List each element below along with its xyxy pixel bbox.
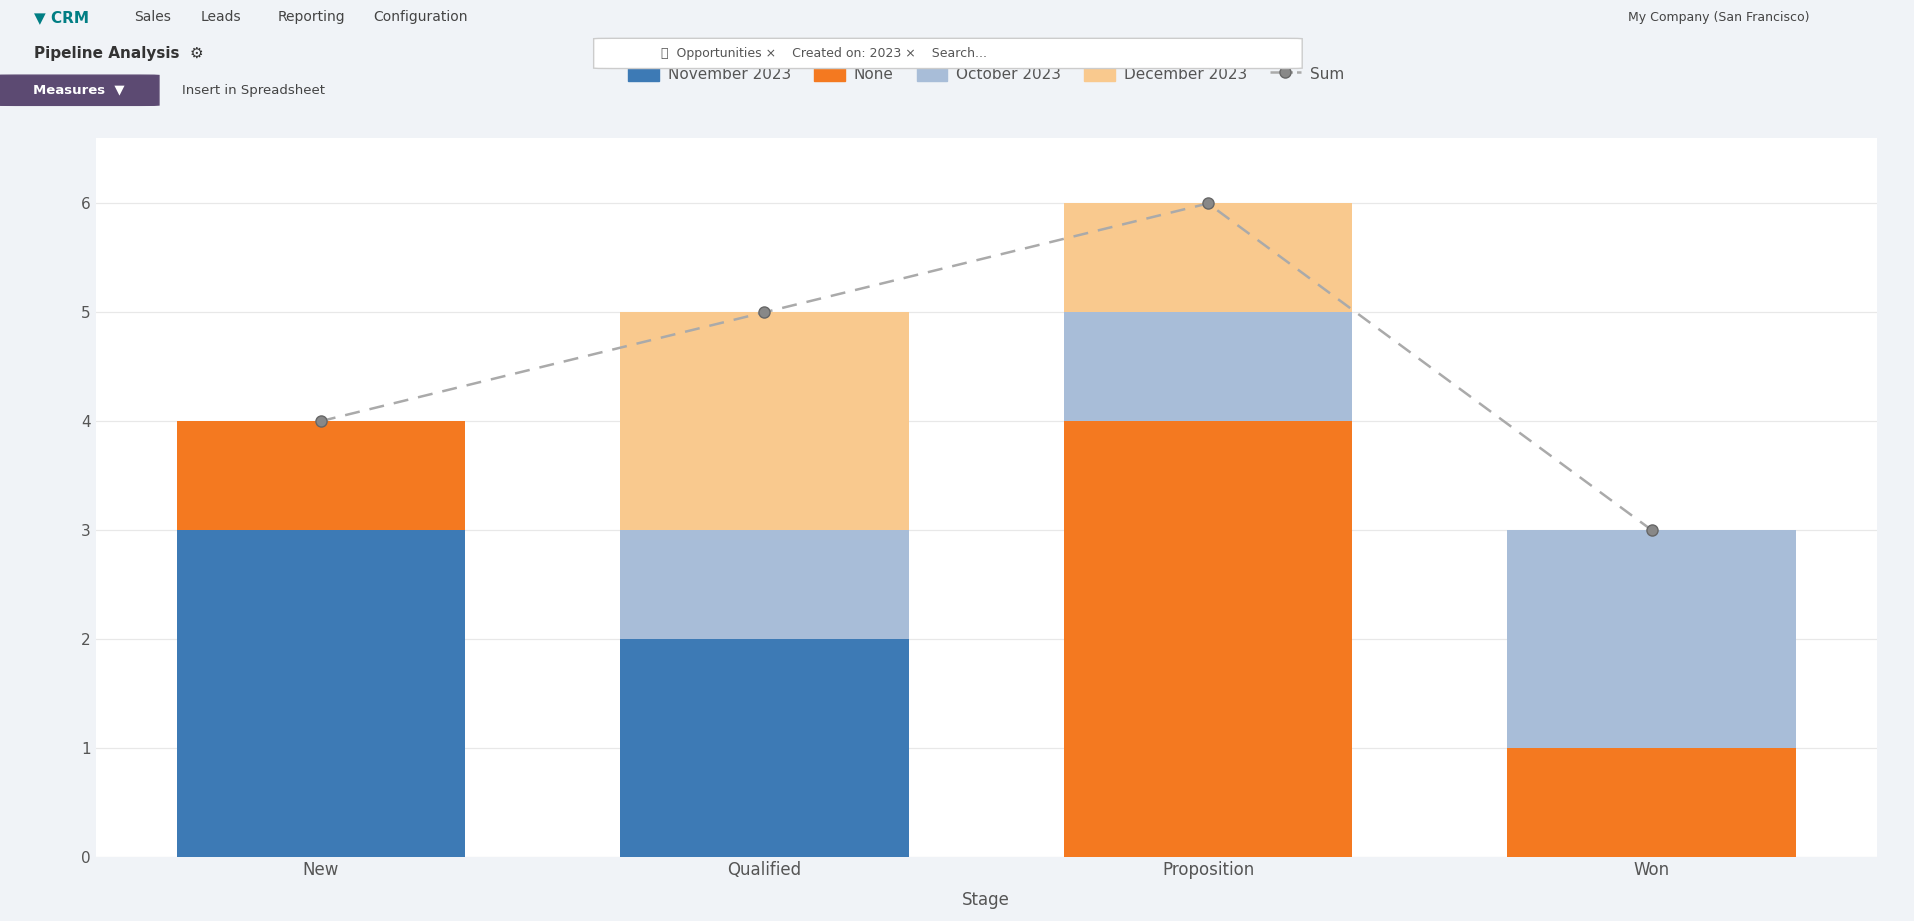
Text: Pipeline Analysis  ⚙: Pipeline Analysis ⚙ xyxy=(34,46,205,61)
Bar xyxy=(1064,421,1351,857)
FancyBboxPatch shape xyxy=(0,76,159,105)
Text: Insert in Spreadsheet: Insert in Spreadsheet xyxy=(182,84,325,97)
Text: 🔍  Opportunities ×    Created on: 2023 ×    Search...: 🔍 Opportunities × Created on: 2023 × Sea… xyxy=(660,47,986,60)
Legend: November 2023, None, October 2023, December 2023, Sum: November 2023, None, October 2023, Decem… xyxy=(622,60,1349,87)
FancyBboxPatch shape xyxy=(593,39,1302,68)
Bar xyxy=(620,530,907,639)
Bar xyxy=(1064,312,1351,421)
Text: My Company (San Francisco): My Company (San Francisco) xyxy=(1627,11,1809,24)
Bar xyxy=(620,639,907,857)
Text: Reporting: Reporting xyxy=(278,10,345,25)
Text: Leads: Leads xyxy=(201,10,241,25)
Text: Measures  ▼: Measures ▼ xyxy=(33,84,124,97)
Bar xyxy=(1506,530,1795,748)
Bar xyxy=(620,312,907,530)
X-axis label: Stage: Stage xyxy=(963,891,1011,908)
Text: Configuration: Configuration xyxy=(373,10,467,25)
Bar xyxy=(176,421,465,530)
Bar xyxy=(176,530,465,857)
Text: Sales: Sales xyxy=(134,10,170,25)
Bar xyxy=(1064,204,1351,312)
Text: ▼ CRM: ▼ CRM xyxy=(34,10,90,25)
Bar xyxy=(1506,748,1795,857)
